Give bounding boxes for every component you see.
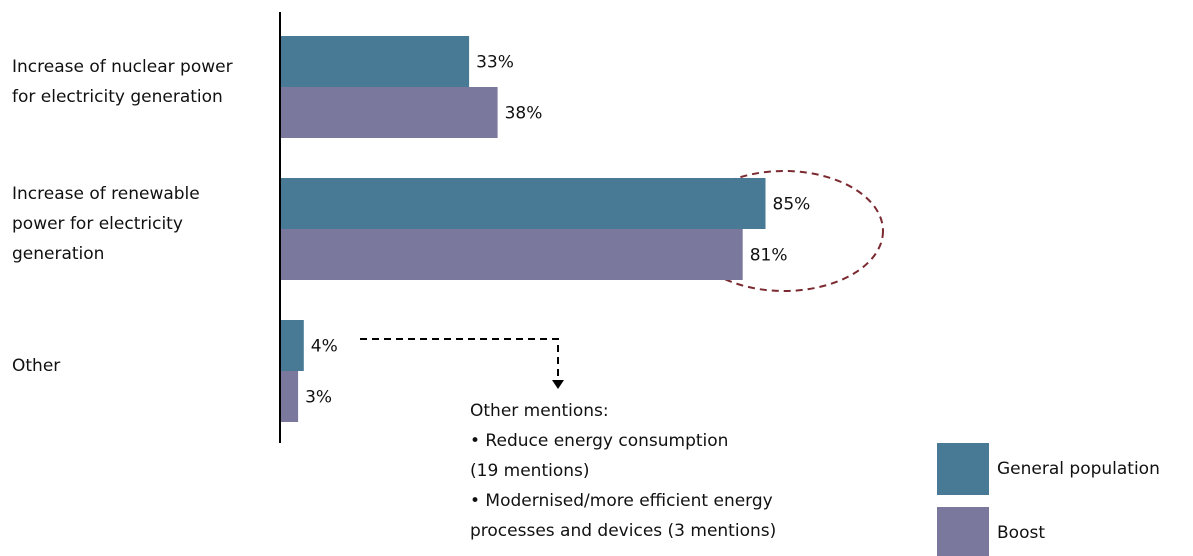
bar (281, 178, 766, 229)
bar (281, 87, 498, 138)
callout-arrow (360, 338, 559, 382)
annotation-line: • Reduce energy consumption (470, 431, 728, 451)
bar (281, 320, 304, 371)
category-label: Other (12, 356, 61, 376)
value-label: 38% (505, 104, 543, 124)
bar (281, 36, 470, 87)
bar (281, 371, 299, 422)
value-label: 81% (750, 246, 788, 266)
value-label: 4% (311, 337, 338, 357)
legend-label: General population (997, 459, 1160, 479)
annotation-line: Other mentions: (470, 401, 609, 421)
legend-swatch (937, 507, 989, 556)
bar (281, 229, 743, 280)
annotation-line: processes and devices (3 mentions) (470, 521, 776, 541)
arrow-head (552, 380, 564, 389)
category-label: Increase of nuclear power for electricit… (12, 57, 233, 107)
annotation-line: • Modernised/more efficient energy (470, 491, 773, 511)
value-label: 33% (476, 53, 514, 73)
value-label: 85% (773, 195, 811, 215)
category-label: Increase of renewable power for electric… (12, 184, 200, 264)
legend-swatch (937, 443, 989, 495)
annotation-line: (19 mentions) (470, 461, 590, 481)
legend-label: Boost (997, 523, 1045, 543)
value-label: 3% (305, 388, 332, 408)
